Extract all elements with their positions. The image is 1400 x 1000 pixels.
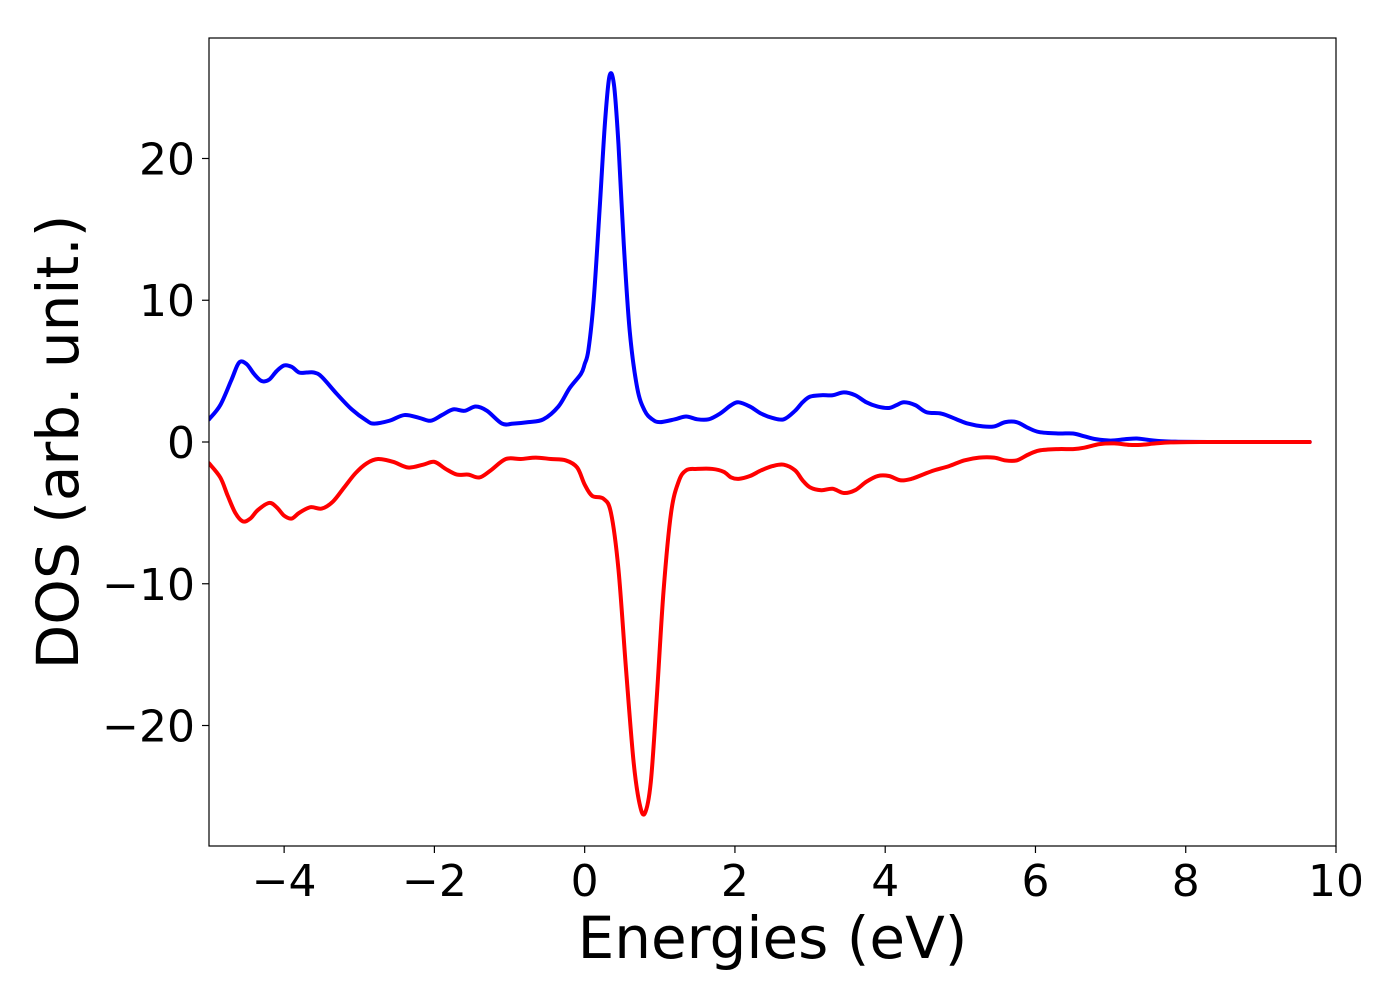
- y-tick-label: −20: [102, 702, 195, 753]
- x-tick-label: 4: [871, 856, 899, 907]
- x-axis-ticks: −4 −2 0 2 4 6 8 10: [252, 846, 1364, 907]
- series-layer: [209, 71, 1312, 817]
- x-tick-label: 2: [721, 856, 749, 907]
- x-tick-label: −2: [402, 856, 467, 907]
- y-axis-label: DOS (arb. unit.): [24, 215, 92, 670]
- y-axis-ticks: −20 −10 0 10 20: [102, 134, 209, 753]
- series-line-2: [209, 439, 1312, 817]
- y-tick-label: −10: [102, 560, 195, 611]
- series-line-1: [209, 71, 1312, 445]
- x-tick-label: 10: [1308, 856, 1364, 907]
- y-tick-label: 0: [167, 418, 195, 469]
- x-axis-label: Energies (eV): [578, 904, 968, 972]
- x-tick-label: 6: [1021, 856, 1049, 907]
- y-tick-label: 20: [139, 134, 195, 185]
- x-tick-label: 8: [1172, 856, 1200, 907]
- x-tick-label: 0: [571, 856, 599, 907]
- x-tick-label: −4: [252, 856, 317, 907]
- y-tick-label: 10: [139, 276, 195, 327]
